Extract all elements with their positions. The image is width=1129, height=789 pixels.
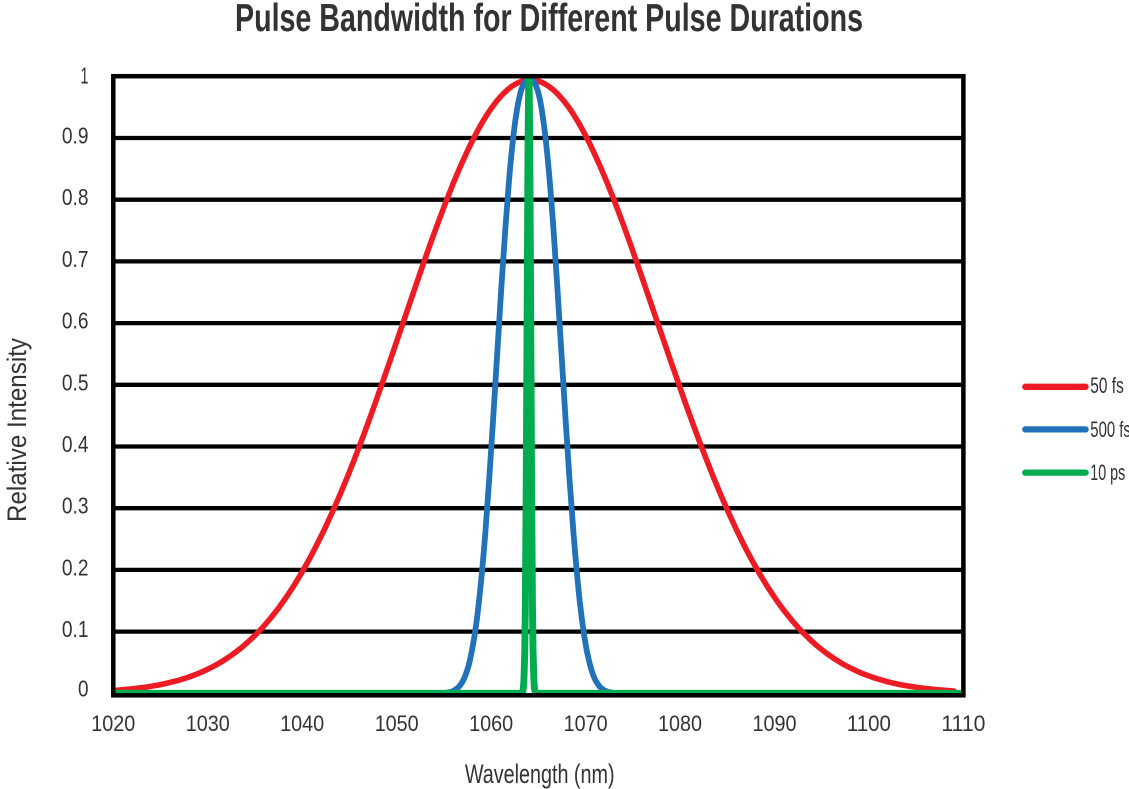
svg-text:1100: 1100 (847, 711, 891, 736)
svg-text:0.9: 0.9 (62, 123, 89, 149)
svg-text:1070: 1070 (564, 711, 608, 736)
svg-text:1040: 1040 (280, 711, 324, 736)
svg-text:1060: 1060 (469, 711, 513, 736)
svg-text:Wavelength (nm): Wavelength (nm) (465, 759, 615, 789)
svg-text:50 fs: 50 fs (1090, 373, 1124, 398)
svg-text:1020: 1020 (91, 711, 135, 736)
svg-text:1050: 1050 (375, 711, 419, 736)
svg-text:0.2: 0.2 (62, 554, 89, 580)
svg-text:0: 0 (78, 676, 89, 702)
svg-text:500 fs: 500 fs (1090, 417, 1129, 442)
svg-text:0.8: 0.8 (62, 184, 89, 210)
svg-text:0.7: 0.7 (62, 246, 89, 272)
svg-text:Pulse Bandwidth for Different: Pulse Bandwidth for Different Pulse Dura… (235, 0, 863, 40)
svg-text:1080: 1080 (658, 711, 702, 736)
svg-text:Relative Intensity: Relative Intensity (2, 338, 32, 522)
svg-text:10 ps: 10 ps (1090, 460, 1125, 485)
svg-text:0.3: 0.3 (62, 493, 89, 519)
svg-text:0.5: 0.5 (62, 369, 89, 395)
svg-text:0.6: 0.6 (62, 308, 89, 334)
svg-text:1090: 1090 (753, 711, 797, 736)
svg-text:1: 1 (81, 63, 89, 89)
svg-text:0.4: 0.4 (62, 431, 89, 457)
svg-text:1030: 1030 (186, 711, 230, 736)
svg-text:1110: 1110 (941, 711, 985, 736)
svg-text:0.1: 0.1 (62, 616, 89, 642)
